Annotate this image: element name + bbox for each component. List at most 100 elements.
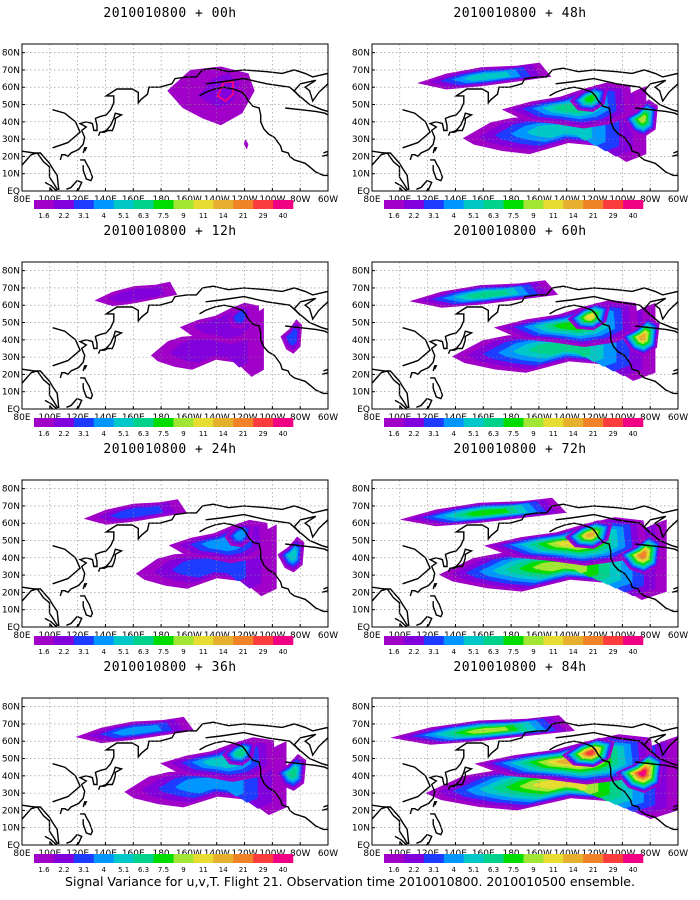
map-plot: EQ10N20N30N40N50N60N70N80N80E100E120E140…	[2, 261, 338, 438]
colorbar-label: 7.5	[158, 212, 169, 220]
colorbar-swatch	[34, 200, 55, 209]
y-tick-label: 50N	[352, 101, 370, 111]
colorbar-swatch	[463, 200, 484, 209]
colorbar-swatch	[543, 854, 564, 863]
y-tick-label: 20N	[2, 588, 20, 598]
coastline	[416, 615, 433, 627]
colorbar-label: 2.2	[58, 212, 69, 220]
colorbar-swatch	[563, 418, 584, 427]
y-tick-label: 70N	[2, 502, 20, 512]
colorbar-label: 3.1	[428, 430, 439, 438]
y-tick-label: 40N	[352, 772, 370, 782]
y-tick-label: 50N	[2, 755, 20, 765]
coastline	[549, 86, 678, 177]
y-tick-label: 10N	[352, 170, 370, 180]
colorbar-swatch	[563, 636, 584, 645]
coastline	[635, 107, 678, 116]
map-plot: EQ10N20N30N40N50N60N70N80N80E100E120E140…	[352, 697, 688, 874]
coastline	[372, 150, 410, 190]
colorbar-swatch	[93, 200, 114, 209]
colorbar-swatch	[603, 854, 624, 863]
variance-region	[585, 750, 595, 756]
coastline	[635, 761, 678, 770]
colorbar-swatch	[483, 418, 504, 427]
x-tick-label: 60W	[668, 631, 688, 641]
colorbar-label: 29	[259, 430, 268, 438]
colorbar-label: 14	[569, 648, 578, 656]
x-tick-label: 80W	[640, 849, 660, 859]
panel-title: 2010010800 + 72h	[453, 442, 587, 457]
colorbar-label: 4	[451, 648, 456, 656]
x-tick-label: 80W	[290, 413, 310, 423]
y-tick-label: 80N	[352, 485, 370, 495]
coastline	[97, 548, 124, 572]
coastline	[409, 721, 678, 815]
y-tick-label: 70N	[352, 720, 370, 730]
y-tick-label: 10N	[2, 606, 20, 616]
coastline	[432, 583, 438, 590]
coastline	[432, 147, 438, 154]
x-tick-label: 80E	[13, 195, 30, 205]
colorbar-label: 1.6	[388, 212, 400, 220]
colorbar-label: 6.3	[488, 430, 499, 438]
variance-field	[372, 280, 678, 409]
coastline	[430, 159, 444, 182]
variance-region	[585, 532, 595, 538]
panel-title: 2010010800 + 48h	[453, 6, 587, 21]
colorbar-swatch	[93, 854, 114, 863]
colorbar-label: 11	[199, 430, 208, 438]
colorbar-label: 14	[569, 866, 578, 874]
colorbar-label: 6.3	[488, 866, 499, 874]
colorbar-swatch	[543, 200, 564, 209]
colorbar-swatch	[563, 854, 584, 863]
coastline	[432, 801, 438, 808]
coastline	[671, 150, 678, 158]
y-tick-label: 20N	[352, 370, 370, 380]
colorbar-swatch	[193, 854, 214, 863]
colorbar-label: 2.2	[58, 648, 69, 656]
panel-title: 2010010800 + 12h	[103, 224, 237, 239]
x-tick-label: 60W	[668, 413, 688, 423]
colorbar-swatch	[253, 418, 274, 427]
colorbar-swatch	[173, 854, 194, 863]
coastline	[205, 295, 328, 331]
coastline	[285, 761, 328, 770]
y-tick-label: 70N	[352, 502, 370, 512]
coastline	[671, 368, 678, 376]
variance-region	[637, 114, 647, 124]
y-tick-label: 70N	[352, 66, 370, 76]
map-plot: EQ10N20N30N40N50N60N70N80N80E100E120E140…	[352, 43, 688, 220]
colorbar-swatch	[273, 200, 294, 209]
map-plot: EQ10N20N30N40N50N60N70N80N80E100E120E140…	[352, 479, 688, 656]
colorbar-label: 9	[181, 648, 185, 656]
y-tick-label: EQ	[357, 405, 370, 415]
variance-region	[233, 310, 246, 324]
colorbar-label: 40	[279, 430, 288, 438]
variance-region	[584, 95, 595, 103]
colorbar-swatch	[403, 854, 425, 863]
x-tick-label: 60W	[668, 849, 688, 859]
coastline	[447, 548, 474, 572]
y-tick-label: 60N	[2, 83, 20, 93]
coastline	[372, 586, 410, 626]
colorbar-swatch	[193, 200, 214, 209]
coastline	[447, 330, 474, 354]
colorbar-swatch	[384, 200, 405, 209]
coastline	[59, 721, 328, 815]
variance-region	[243, 139, 249, 150]
colorbar-label: 1.6	[388, 648, 400, 656]
y-tick-label: EQ	[7, 405, 20, 415]
colorbar-label: 4	[451, 430, 456, 438]
y-tick-label: 80N	[352, 267, 370, 277]
coastline	[321, 586, 328, 594]
y-tick-label: 10N	[352, 824, 370, 834]
x-tick-label: 80W	[290, 195, 310, 205]
chart-panel: 2010010800 + 60h EQ 10N 20N 30N 40N 50N 60N 70N 8…	[350, 222, 690, 438]
colorbar-label: 21	[239, 648, 248, 656]
chart-panel: 2010010800 + 72h EQ 10N 20N 30N 40N 50N 60N 70N 8…	[350, 440, 690, 656]
coastline	[66, 833, 83, 845]
colorbar-label: 29	[609, 866, 618, 874]
y-tick-label: 50N	[352, 319, 370, 329]
y-tick-label: EQ	[7, 841, 20, 851]
coastline	[430, 595, 444, 618]
